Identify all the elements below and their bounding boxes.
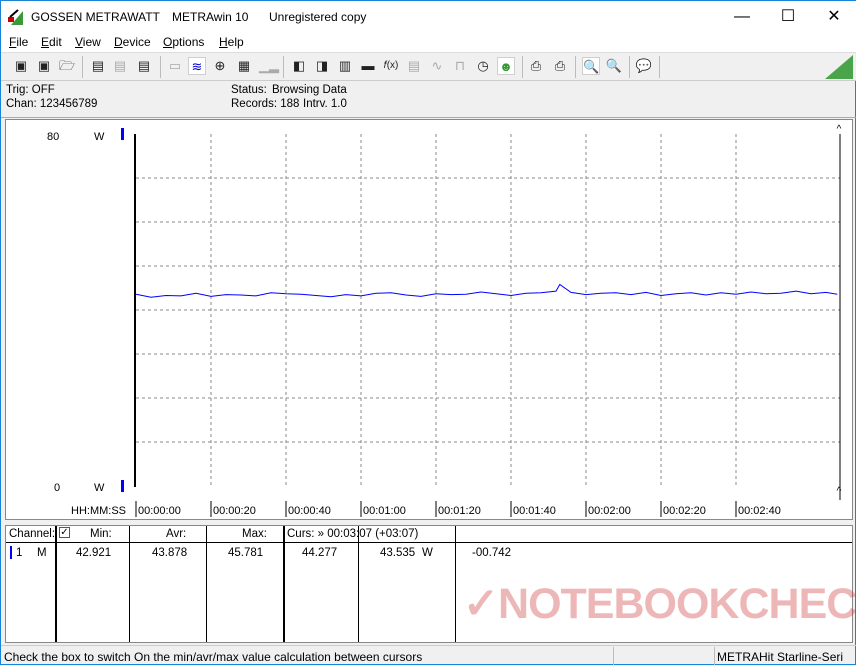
- series-line: [135, 283, 838, 298]
- save-as-icon[interactable]: ▣: [37, 58, 51, 73]
- row-min: 42.921: [76, 547, 112, 559]
- meter-icon[interactable]: ▤: [407, 58, 421, 73]
- x-tick-label: 00:01:00: [363, 505, 406, 517]
- monitor-icon[interactable]: ▬: [361, 58, 375, 73]
- info-panel: Trig: OFF Chan: 123456789 Status: Browsi…: [1, 82, 856, 118]
- menu-edit[interactable]: Edit: [41, 35, 62, 49]
- table-icon[interactable]: ▦: [237, 58, 251, 73]
- watermark-logo: ✓NOTEBOOKCHECK: [463, 580, 856, 628]
- cursor-marker-bottom[interactable]: ^: [837, 486, 842, 497]
- status-value: Browsing Data: [272, 84, 347, 96]
- app-logo-icon: [8, 9, 23, 25]
- row-max: 45.781: [228, 547, 264, 559]
- formula-icon[interactable]: 𝑓(x): [383, 60, 399, 71]
- power-chart[interactable]: ^ ^ 80 W 0 W HH:MM:SS 00:00:00 00:00:20 00…: [6, 120, 852, 519]
- comment-icon[interactable]: 💬: [635, 58, 653, 73]
- signal-strength-icon: [825, 55, 853, 79]
- cursor-marker-top[interactable]: ^: [837, 124, 842, 135]
- brand-name: GOSSEN METRAWATT: [31, 10, 160, 24]
- y-unit-bottom: W: [94, 482, 105, 494]
- status-bar: Check the box to switch On the min/avr/m…: [1, 645, 856, 666]
- trigger-icon[interactable]: ☻: [497, 57, 515, 75]
- y-tick-min: 0: [54, 482, 60, 494]
- trigger-status: Trig: OFF: [6, 84, 55, 96]
- maximize-button[interactable]: ☐: [780, 8, 796, 25]
- y-min-handle[interactable]: [121, 480, 124, 492]
- x-tick-label: 00:01:40: [513, 505, 556, 517]
- zoom-icon[interactable]: 🔍: [605, 58, 623, 73]
- menu-options[interactable]: Options: [163, 35, 205, 49]
- title-bar: GOSSEN METRAWATT METRAwin 10 Unregistere…: [1, 1, 856, 33]
- waveform-icon[interactable]: ≋: [188, 57, 206, 75]
- status-label: Status:: [231, 84, 267, 96]
- header-cursor: Curs: » 00:03:07 (+03:07): [287, 528, 419, 540]
- sine-icon[interactable]: ∿: [431, 58, 443, 73]
- menu-bar: File Edit View Device Options Help: [1, 33, 856, 52]
- device-read-icon[interactable]: ▤: [91, 58, 105, 73]
- status-device: METRAHit Starline-Seri: [717, 650, 844, 664]
- header-min: Min:: [90, 528, 112, 540]
- bar-chart-icon[interactable]: ▁▂: [259, 58, 279, 73]
- print-preview-icon[interactable]: ⎙: [530, 58, 542, 73]
- x-tick-label: 00:00:20: [213, 505, 256, 517]
- save-icon[interactable]: ▣: [14, 58, 28, 73]
- channel-color-marker: [10, 546, 12, 559]
- minmax-checkbox[interactable]: ✓: [59, 527, 70, 538]
- zoom-wave-icon[interactable]: 🔍: [582, 57, 600, 75]
- chart-panel: ^ ^ 80 W 0 W HH:MM:SS 00:00:00 00:00:20 00…: [5, 119, 853, 520]
- status-hint: Check the box to switch On the min/avr/m…: [4, 650, 423, 664]
- x-tick-label: 00:02:20: [663, 505, 706, 517]
- x-tick-label: 00:00:40: [288, 505, 331, 517]
- records-count: Records: 188: [231, 98, 300, 110]
- channel-list: Chan: 123456789: [6, 98, 98, 110]
- header-max: Max:: [242, 528, 267, 540]
- close-button[interactable]: ✕: [827, 8, 841, 25]
- toolbar: ▣ ▣ 🗁 ▤ ▤ ▤ ▭ ≋ ⊕ ▦ ▁▂ ◧ ◨ ▥ ▬ 𝑓(x) ▤ ∿ …: [1, 52, 856, 81]
- row-mode: M: [37, 547, 47, 559]
- y-unit-top: W: [94, 131, 105, 143]
- row-diff: -00.742: [472, 547, 512, 559]
- menu-file[interactable]: File: [9, 35, 29, 49]
- x-tick-label: 00:02:40: [738, 505, 781, 517]
- crosshair-icon[interactable]: ⊕: [214, 58, 226, 73]
- y-tick-max: 80: [47, 131, 59, 143]
- device-transfer-icon[interactable]: ▤: [113, 58, 127, 73]
- row-channel[interactable]: 1: [16, 547, 23, 559]
- open-icon[interactable]: 🗁: [58, 58, 76, 73]
- row-avr: 43.878: [152, 547, 188, 559]
- x-axis-label: HH:MM:SS: [71, 505, 126, 517]
- menu-help[interactable]: Help: [219, 35, 244, 49]
- signal-icon[interactable]: ⊓: [454, 58, 466, 73]
- row-cursor1: 44.277: [302, 547, 338, 559]
- y-max-handle[interactable]: [121, 128, 124, 140]
- license-text: Unregistered copy: [269, 10, 367, 24]
- export-icon[interactable]: ◧: [292, 58, 306, 73]
- interval: Intrv. 1.0: [303, 98, 347, 110]
- data-list-icon[interactable]: ▥: [338, 58, 352, 73]
- channel-config-icon[interactable]: ◨: [315, 58, 329, 73]
- print-icon[interactable]: ⎙: [554, 58, 566, 73]
- row-cursor2: 43.535: [380, 547, 416, 559]
- x-tick-label: 00:02:00: [588, 505, 631, 517]
- header-avr: Avr:: [166, 528, 187, 540]
- statistics-table: Channel: ✓ Min: Avr: Max: Curs: » 00:03:…: [5, 525, 853, 643]
- x-tick-label: 00:01:20: [438, 505, 481, 517]
- x-tick-label: 00:00:00: [138, 505, 181, 517]
- clock-icon[interactable]: ◷: [477, 58, 489, 73]
- minimize-button[interactable]: —: [734, 8, 750, 25]
- app-name: METRAwin 10: [172, 10, 249, 24]
- row-unit: W: [422, 547, 433, 559]
- header-channel: Channel:: [9, 528, 56, 540]
- menu-device[interactable]: Device: [114, 35, 151, 49]
- display-icon[interactable]: ▭: [168, 58, 182, 73]
- device-memory-icon[interactable]: ▤: [137, 58, 151, 73]
- menu-view[interactable]: View: [75, 35, 101, 49]
